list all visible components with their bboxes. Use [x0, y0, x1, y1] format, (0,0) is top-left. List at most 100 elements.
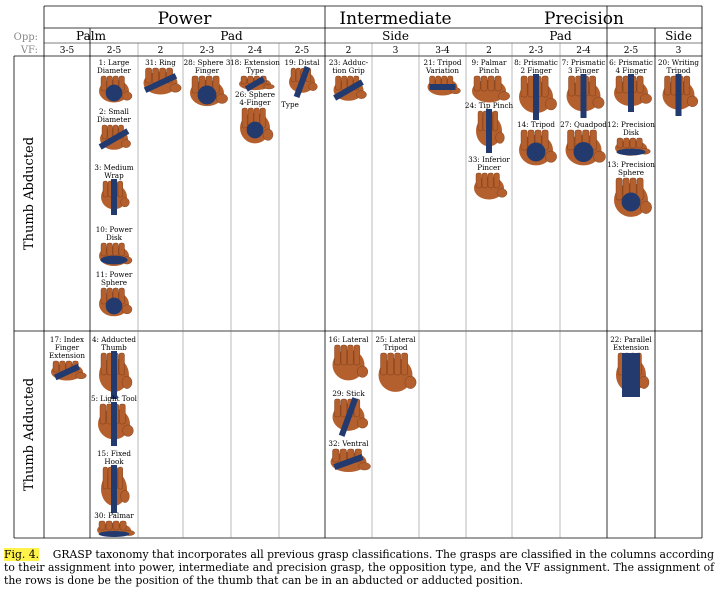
finger-shape — [616, 137, 624, 149]
grasp-entry: 32: Ventral — [328, 439, 371, 472]
grasp-label: Variation — [425, 66, 459, 75]
grasp-label: Tripod — [383, 343, 407, 352]
finger-shape — [340, 398, 348, 418]
grasp-entry: 23: Adduc-tion Grip — [329, 58, 369, 101]
grasp-label: Pincer — [477, 163, 501, 172]
hand-icon — [330, 448, 371, 472]
grasp-label: 4: Adducted — [92, 335, 136, 344]
vf-value: 2-3 — [200, 46, 215, 56]
finger-shape — [481, 172, 488, 189]
thumb-shape — [545, 97, 557, 111]
opposition-side: Side — [382, 29, 409, 43]
thumb-shape — [356, 417, 369, 429]
grasp-label: 23: Adduc- — [329, 58, 369, 67]
finger-shape — [112, 242, 119, 257]
hand-icon — [333, 75, 367, 101]
vf-value: 2-5 — [624, 46, 639, 56]
hand-icon — [99, 242, 133, 266]
finger-shape — [492, 110, 498, 132]
grasp-label: Tripod — [666, 66, 690, 75]
finger-shape — [623, 137, 630, 149]
grasp-entry: 14: Tripod — [517, 120, 557, 166]
hand-icon — [101, 465, 130, 513]
grasp-label: Thumb — [101, 343, 127, 352]
thumb-shape — [358, 462, 371, 471]
opposition-pad: Pad — [549, 29, 572, 43]
finger-shape — [629, 137, 637, 149]
finger-shape — [475, 172, 482, 189]
finger-shape — [589, 75, 596, 97]
grasp-label: 24: Tip Pinch — [465, 101, 514, 110]
grasp-label: 10: Power — [96, 225, 133, 234]
grasp-label: 18: Extension — [230, 58, 280, 67]
grasp-label: Extension — [613, 343, 649, 352]
sphere-object — [573, 142, 594, 162]
hand-icon — [99, 351, 133, 399]
grasp-entry: 31: Ring — [143, 58, 182, 95]
grasp-label: Pinch — [479, 66, 500, 75]
row-label-thumb-adducted: Thumb Adducted — [22, 378, 37, 491]
finger-shape — [520, 75, 528, 98]
disk-object — [100, 255, 128, 265]
thumb-shape — [495, 131, 505, 144]
thumb-shape — [592, 96, 605, 109]
vf-value: 3-5 — [60, 46, 75, 56]
cylinder-object — [98, 128, 130, 150]
hand-icon — [98, 402, 134, 446]
cylinder-object — [143, 73, 178, 93]
cylinder-object — [293, 65, 311, 99]
grasp-label: 15: Fixed — [97, 449, 131, 458]
grasp-label: 22: Parallel — [610, 335, 652, 344]
finger-shape — [112, 520, 120, 531]
finger-shape — [520, 129, 528, 151]
thumb-shape — [496, 188, 508, 198]
vf-value: 2-4 — [248, 46, 263, 56]
grasp-entry: 30: Palmar — [94, 511, 135, 537]
hand-icon — [519, 129, 557, 166]
finger-shape — [615, 75, 623, 94]
finger-shape — [340, 344, 348, 366]
grasp-label: Disk — [623, 128, 640, 137]
hand-icon — [474, 172, 508, 200]
grasp-entry: 24: Tip Pinch — [465, 101, 514, 153]
finger-shape — [100, 287, 107, 305]
cylinder-object — [675, 74, 682, 116]
grasp-label: Finger — [195, 66, 220, 75]
cylinder-object — [244, 76, 266, 92]
vf-value: 2-4 — [576, 46, 591, 56]
finger-shape — [334, 344, 341, 366]
thumb-shape — [404, 375, 417, 389]
sphere-object — [197, 85, 217, 105]
vf-value: 2 — [486, 46, 492, 56]
grasp-label: 13: Precision — [607, 160, 655, 169]
grasp-label: 8: Prismatic — [514, 58, 558, 67]
thumb-shape — [75, 372, 87, 380]
caption-text: GRASP taxonomy that incorporates all pre… — [4, 548, 715, 587]
hand-icon — [565, 129, 606, 166]
grasp-label: 2 Finger — [520, 66, 552, 75]
vf-value: 2 — [346, 46, 352, 56]
opposition-side: Side — [665, 29, 692, 43]
hand-icon — [99, 287, 133, 317]
finger-shape — [145, 67, 152, 84]
thumb-shape — [498, 91, 510, 101]
finger-shape — [105, 520, 113, 531]
finger-shape — [118, 352, 125, 376]
cylinder-object — [533, 74, 539, 120]
finger-shape — [480, 75, 488, 92]
finger-shape — [117, 180, 123, 198]
